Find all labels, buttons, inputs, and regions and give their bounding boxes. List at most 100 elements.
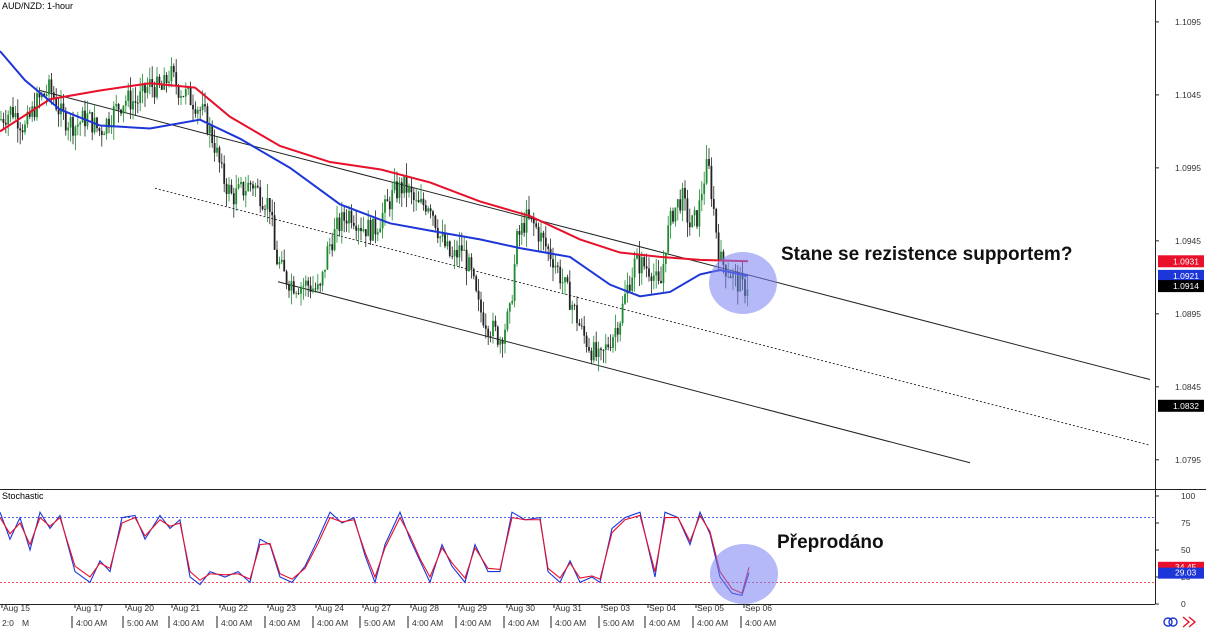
candle-body (100, 130, 103, 136)
candle-body (290, 281, 293, 291)
time-hour-label: 2:0 (2, 618, 14, 628)
candle-body (688, 222, 691, 228)
stoch-tag-label: 34.45 (1175, 562, 1197, 572)
candle-body (544, 237, 547, 247)
stoch-tag-label: 29.03 (1175, 568, 1197, 578)
candle-body (364, 229, 367, 237)
candle-body (468, 257, 470, 272)
candle-body (460, 245, 463, 251)
candle-body (326, 246, 329, 270)
candle-body (494, 320, 497, 327)
candle-body (391, 190, 394, 210)
candle-body (705, 158, 708, 184)
candle-body (576, 305, 578, 324)
time-hour-label: 4:00 AM (317, 618, 348, 628)
highlight-ellipse-stoch (710, 544, 778, 604)
candle-body (360, 228, 362, 232)
candle-body (276, 249, 278, 265)
candle-body (314, 288, 317, 290)
price-tag-box (1158, 255, 1204, 268)
candle-body (540, 232, 542, 242)
candle-body (645, 266, 648, 269)
candle-body (24, 124, 26, 133)
candle-body (691, 215, 694, 228)
candle-body (194, 109, 197, 114)
price-tag-label: 1.0921 (1173, 271, 1199, 281)
candle-body (561, 282, 564, 284)
candle-body (518, 231, 521, 235)
candle-body (439, 236, 442, 239)
candle-body (247, 182, 250, 192)
candle-body (703, 183, 706, 195)
channel-mid-line (154, 187, 1151, 446)
time-hour-label: 4:00 AM (649, 618, 680, 628)
candle-body (316, 284, 319, 290)
candle-body (643, 257, 646, 267)
stoch-tick-label: 100 (1181, 491, 1195, 501)
candle-body (412, 192, 415, 201)
candle-body (160, 85, 163, 90)
candle-body (384, 199, 386, 213)
candle-body (295, 292, 298, 294)
link-icon[interactable] (1163, 617, 1178, 627)
candle-body (556, 265, 559, 267)
candle-body (48, 79, 50, 95)
candle-body (180, 96, 182, 98)
candle-body (336, 217, 338, 230)
candle-body (168, 81, 170, 84)
candle-body (660, 280, 662, 284)
candle-body (681, 188, 684, 211)
candle-body (602, 349, 605, 351)
candle-body (331, 244, 334, 251)
candle-body (165, 74, 168, 84)
stoch-tag-box (1158, 561, 1204, 573)
candle-body (129, 90, 132, 110)
time-date-label: Aug 22 (221, 603, 248, 613)
time-date-label: Aug 24 (317, 603, 344, 613)
time-date-label: Aug 17 (76, 603, 103, 613)
candle-body (72, 117, 74, 136)
candle-body (650, 276, 653, 281)
time-hour-label: 4:00 AM (221, 618, 252, 628)
candle-body (127, 90, 130, 101)
candle-body (220, 162, 223, 164)
candle-body (98, 128, 101, 131)
time-hour-label: 4:00 AM (269, 618, 300, 628)
candle-body (307, 280, 310, 286)
candle-body (38, 93, 41, 98)
candle-body (590, 350, 593, 361)
candle-body (228, 184, 230, 195)
candle-body (638, 254, 641, 274)
time-date-label: Sep 06 (745, 603, 772, 613)
time-hour-label: 4:00 AM (555, 618, 586, 628)
candle-body (14, 113, 17, 118)
candle-body (523, 223, 526, 233)
candle-body (88, 112, 91, 114)
candle-body (477, 290, 480, 300)
candle-body (367, 219, 370, 237)
price-title-bg (0, 0, 70, 12)
candle-body (62, 103, 65, 112)
time-hour-label: 5:00 AM (364, 618, 395, 628)
price-tick-label: 1.0895 (1175, 309, 1201, 319)
candle-body (532, 217, 535, 224)
candle-body (424, 205, 427, 212)
stoch-d-line (0, 514, 750, 594)
candle-body (432, 211, 434, 216)
candle-body (489, 335, 492, 337)
candle-body (302, 285, 305, 287)
candle-body (120, 109, 122, 114)
candle-body (592, 342, 595, 361)
time-hour-label: 5:00 AM (603, 618, 634, 628)
candle-body (631, 277, 634, 291)
candle-body (640, 257, 643, 274)
candle-body (480, 299, 482, 313)
close-arrow-icon[interactable] (1182, 616, 1197, 628)
time-hour-label: 4:00 AM (508, 618, 539, 628)
candle-body (369, 219, 372, 241)
candle-body (244, 191, 247, 196)
candle-body (175, 72, 178, 87)
candle-body (201, 104, 204, 110)
